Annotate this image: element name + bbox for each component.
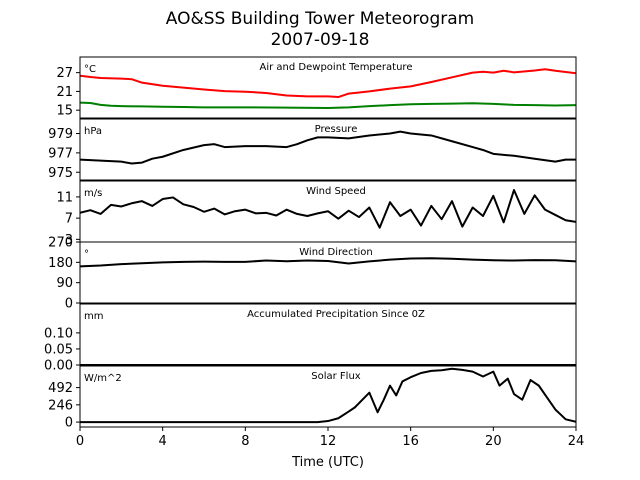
- panel-frame: [79, 118, 577, 181]
- panel-unit: °: [84, 249, 89, 260]
- panel-1: 15 21 27 °C Air and Dewpoint Temperature: [56, 56, 577, 119]
- y-tick-label: 27: [56, 66, 73, 81]
- y-tick-label: 0: [65, 297, 73, 312]
- x-tick-label: 12: [320, 434, 337, 449]
- x-tick-label: 4: [159, 434, 167, 449]
- panel-unit: mm: [84, 311, 103, 322]
- panel-title: Pressure: [315, 124, 358, 135]
- y-tick-label: 3: [65, 233, 73, 248]
- y-tick-label: 0: [65, 416, 73, 431]
- y-tick-label: 246: [48, 398, 73, 413]
- panel-unit: W/m^2: [84, 373, 122, 384]
- y-tick-label: 0.00: [44, 359, 73, 374]
- panel-frame: [79, 241, 577, 304]
- panel-unit: hPa: [84, 126, 102, 137]
- panel-2: 975 977 979 hPa Pressure: [48, 118, 577, 181]
- panel-frame: [79, 303, 577, 366]
- panel-6: 0 246 492 W/m^2 Solar Flux: [48, 365, 577, 431]
- y-tick-label: 977: [48, 146, 73, 161]
- y-tick-label: 11: [56, 190, 73, 205]
- x-tick-label: 24: [568, 434, 585, 449]
- x-axis: 0 4 8 12 16 20 24: [76, 427, 584, 449]
- series-line-6-1: [80, 367, 576, 424]
- panel-5: 0.00 0.050.10 mm Accumulated Precipitation …: [44, 303, 577, 374]
- x-tick-label: 8: [241, 434, 249, 449]
- y-tick-label: 492: [48, 381, 73, 396]
- series-line-1-2: [80, 101, 576, 109]
- y-tick-label: 979: [48, 127, 73, 142]
- panel-title: Air and Dewpoint Temperature: [260, 62, 413, 73]
- panel-3: 3 7 11 m/s Wind Speed: [56, 180, 577, 248]
- x-tick-label: 16: [402, 434, 419, 449]
- y-tick-label: 7: [65, 212, 73, 227]
- x-tick-label: 0: [76, 434, 84, 449]
- y-tick-label: 0.05: [44, 342, 73, 357]
- x-tick-label: 20: [485, 434, 502, 449]
- panel-frame: [79, 56, 577, 119]
- y-tick-label: 270: [48, 236, 73, 251]
- panel-title: Wind Speed: [306, 186, 366, 197]
- panel-unit: m/s: [84, 188, 102, 199]
- y-tick-label: 180: [48, 256, 73, 271]
- series-line-3-1: [80, 189, 576, 229]
- series-line-4-1: [80, 257, 576, 268]
- panel-title: Wind Direction: [299, 247, 373, 258]
- chart-subtitle: 2007-09-18: [271, 30, 370, 50]
- y-tick-label: 21: [56, 85, 73, 100]
- x-axis-label: Time (UTC): [291, 455, 364, 470]
- y-tick-label: 0.10: [44, 326, 73, 341]
- panel-title: Solar Flux: [311, 371, 361, 382]
- panel-unit: °C: [84, 64, 96, 75]
- chart-title: AO&SS Building Tower Meteorogram: [166, 9, 474, 29]
- y-tick-label: 975: [48, 166, 73, 181]
- y-tick-label: 90: [56, 276, 73, 291]
- panel-4: 0 90 180 270 ° Wind Direction: [48, 236, 577, 312]
- y-tick-label: 15: [56, 104, 73, 119]
- series-line-1-1: [80, 68, 576, 99]
- series-line-2-1: [80, 130, 576, 165]
- panel-title: Accumulated Precipitation Since 0Z: [247, 309, 425, 320]
